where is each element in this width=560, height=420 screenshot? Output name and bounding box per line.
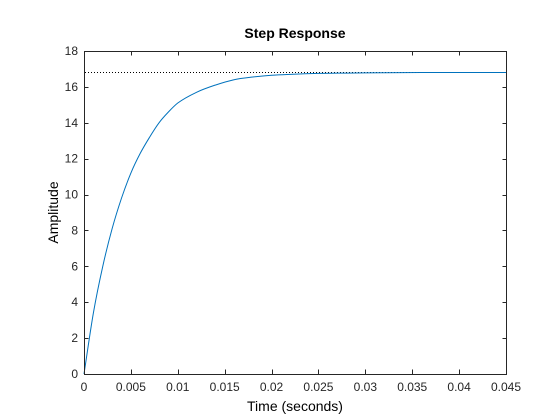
x-axis-label: Time (seconds) <box>247 398 343 414</box>
y-tick-label: 14 <box>65 116 79 130</box>
y-axis-ticks: 0 2 4 6 8 10 12 14 16 18 <box>65 44 507 381</box>
y-tick-label: 8 <box>71 223 78 237</box>
y-tick-label: 4 <box>71 295 78 309</box>
x-tick-label: 0.03 <box>354 380 378 394</box>
y-tick-label: 6 <box>71 259 78 273</box>
x-tick-label: 0.035 <box>397 380 427 394</box>
step-response-line <box>83 72 506 375</box>
x-tick-label: 0.015 <box>210 380 240 394</box>
y-tick-label: 18 <box>65 44 79 58</box>
x-tick-label: 0.01 <box>166 380 190 394</box>
y-tick-label: 12 <box>65 152 79 166</box>
x-tick-label: 0.04 <box>447 380 471 394</box>
y-tick-label: 10 <box>65 188 79 202</box>
y-axis-label: Amplitude <box>45 181 61 243</box>
plot-area <box>84 51 506 374</box>
x-tick-label: 0 <box>81 380 88 394</box>
axes-box <box>84 51 507 375</box>
chart-title: Step Response <box>244 25 345 41</box>
x-tick-label: 0.02 <box>260 380 284 394</box>
x-tick-label: 0.005 <box>116 380 146 394</box>
series-lines <box>83 72 506 375</box>
y-tick-label: 16 <box>65 80 79 94</box>
y-tick-label: 0 <box>71 367 78 381</box>
y-tick-label: 2 <box>71 331 78 345</box>
x-tick-label: 0.025 <box>303 380 333 394</box>
x-axis-ticks: 0 0.005 0.01 0.015 0.02 0.025 0.03 0.035 0.04 0.0… <box>81 51 521 394</box>
x-tick-label: 0.045 <box>491 380 521 394</box>
